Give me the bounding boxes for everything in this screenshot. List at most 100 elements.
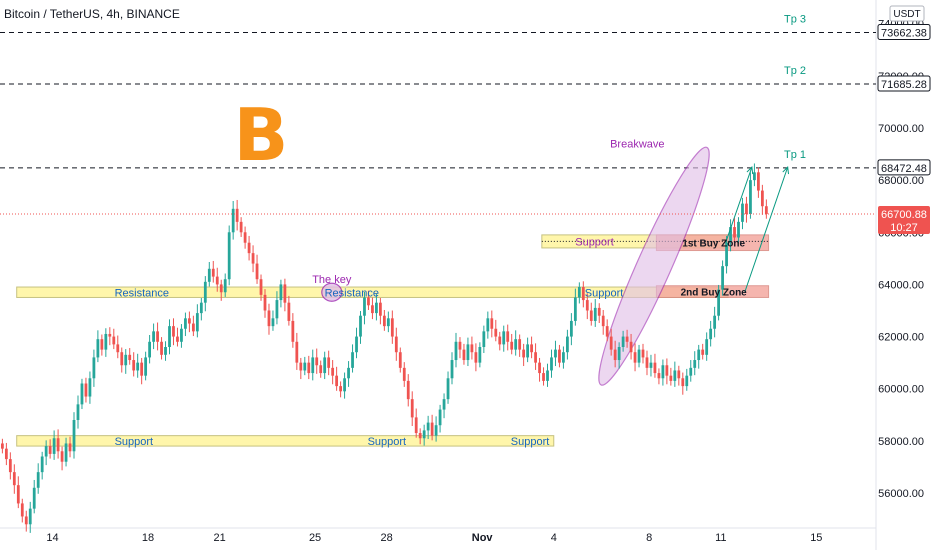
y-tick-label: 62000.00 — [878, 332, 924, 344]
candle-body — [701, 349, 705, 355]
the-key-ellipse — [321, 282, 343, 302]
candle-body — [689, 367, 693, 376]
candle-body — [737, 221, 740, 238]
candle-body — [478, 347, 482, 363]
candle-body — [24, 516, 28, 525]
y-tick-label: 60000.00 — [878, 384, 924, 396]
candle-body — [681, 378, 685, 387]
candle-body — [745, 203, 748, 215]
candle-body — [386, 318, 390, 327]
candle-body — [486, 318, 490, 332]
candle-body — [160, 341, 163, 355]
candle-body — [474, 352, 478, 363]
candle-body — [16, 485, 20, 504]
candle-body — [653, 362, 657, 374]
candle-body — [502, 331, 506, 345]
candle-body — [48, 446, 52, 454]
tp3-price-tag — [878, 24, 930, 40]
candle-body — [251, 253, 255, 264]
candle-body — [725, 242, 728, 267]
tp3-price-tag-text: 73662.38 — [881, 28, 927, 40]
candle-body — [184, 318, 187, 329]
candle-body — [363, 297, 366, 316]
candle-body — [235, 208, 239, 222]
candle-body — [458, 341, 462, 350]
candle-body — [191, 323, 195, 332]
candle-body — [422, 430, 426, 439]
candle-body — [140, 362, 144, 376]
target-arrow-line — [725, 166, 753, 243]
candle-body — [657, 373, 661, 379]
candle-body — [112, 336, 116, 345]
zone-label: Support — [115, 436, 154, 448]
candle-body — [450, 360, 454, 379]
candle-body — [629, 341, 633, 353]
candle-body — [172, 326, 175, 337]
candle-body — [343, 378, 346, 392]
candle-body — [442, 399, 446, 410]
candle-body — [124, 354, 128, 366]
candle-body — [0, 443, 4, 449]
candle-body — [717, 289, 720, 316]
candle-body — [398, 352, 402, 368]
candle-body — [144, 357, 148, 376]
candle-body — [637, 349, 641, 363]
candle-body — [128, 354, 132, 361]
candle-body — [597, 307, 601, 316]
currency-box — [889, 5, 925, 22]
candle-body — [40, 456, 44, 473]
candle-body — [263, 294, 267, 311]
candle-body — [434, 425, 438, 436]
candle-body — [542, 373, 545, 381]
candle-body — [367, 297, 370, 306]
y-tick-label: 70000.00 — [878, 123, 924, 135]
candle-body — [625, 336, 629, 342]
candle-body — [283, 284, 287, 303]
candle-body — [641, 349, 645, 358]
buy-zone-label: 2nd Buy Zone — [681, 288, 748, 299]
candle-body — [295, 341, 299, 363]
candle-body — [494, 328, 498, 337]
candle-body — [470, 344, 474, 353]
candle-body — [227, 232, 231, 280]
y-tick-label: 64000.00 — [878, 279, 924, 291]
candle-body — [382, 315, 386, 327]
candle-body — [514, 339, 518, 350]
candle-body — [601, 315, 605, 327]
x-tick-label: 15 — [810, 532, 822, 544]
tp1-price-tag — [878, 159, 930, 175]
candle-body — [669, 375, 673, 381]
breakwave-ellipse — [598, 146, 710, 386]
x-tick-label: 28 — [381, 532, 393, 544]
last-price-tag-text: 66700.88 — [881, 209, 927, 221]
candle-body — [311, 357, 315, 374]
candle-body — [116, 344, 120, 353]
candle-body — [88, 378, 92, 397]
candle-body — [108, 333, 112, 337]
candle-body — [299, 362, 303, 371]
zone-label: Resistance — [115, 287, 169, 299]
candle-body — [323, 357, 327, 374]
tp2-tag-border — [877, 75, 931, 92]
candle-body — [466, 344, 470, 361]
candle-body — [577, 287, 581, 298]
candle-body — [247, 242, 251, 254]
candle-body — [156, 331, 159, 342]
candle-body — [522, 349, 526, 358]
target-arrow-head — [746, 166, 754, 175]
currency-label: USDT — [893, 9, 920, 20]
price-scale-bg — [876, 0, 932, 550]
candle-body — [12, 472, 16, 486]
candle-body — [558, 349, 561, 363]
candle-body — [291, 320, 295, 342]
candle-body — [661, 365, 665, 379]
tp3-tag-border — [877, 24, 931, 41]
candle-body — [331, 367, 335, 376]
candle-body — [203, 281, 207, 303]
candle-body — [546, 370, 549, 381]
candle-body — [307, 362, 311, 374]
candle-body — [243, 232, 247, 243]
candle-body — [44, 446, 48, 457]
candle-body — [733, 227, 736, 238]
